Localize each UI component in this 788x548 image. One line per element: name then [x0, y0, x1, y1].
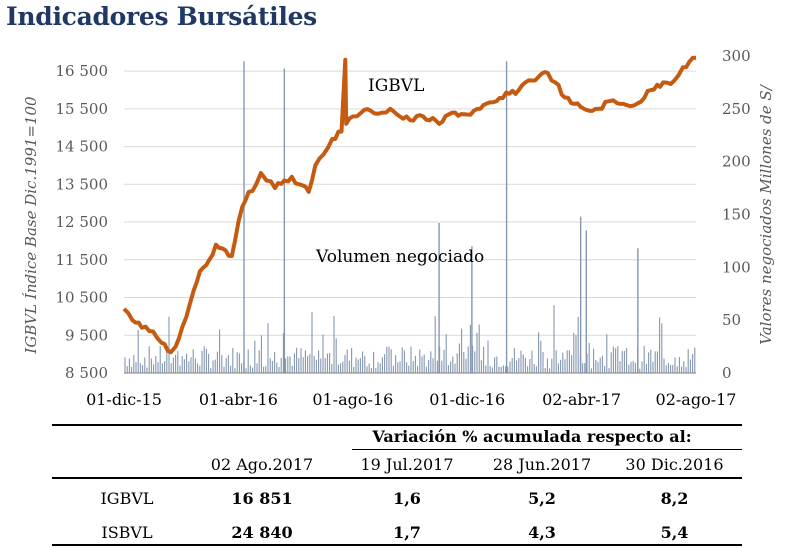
cell: 5,2: [528, 489, 556, 508]
y-tick-label: 13 500: [56, 175, 109, 193]
col-header-1: 19 Jul.2017: [360, 455, 454, 474]
annotation-volume: Volumen negociado: [315, 247, 484, 267]
cell: 8,2: [660, 489, 689, 508]
y-axis-label: IGBVL Índice Base Dic.1991=100: [22, 96, 40, 355]
y2-tick-label: 50: [722, 311, 741, 329]
row-label-isbvl: ISBVL: [101, 523, 153, 542]
y2-axis-ticks: 0 50 100 150 200 250 300: [722, 47, 751, 382]
x-tick-label: 02-abr-17: [542, 390, 621, 409]
col-header-3: 30 Dic.2016: [625, 455, 724, 474]
x-tick-label: 01-dic-15: [86, 390, 162, 409]
y2-tick-label: 100: [722, 258, 751, 276]
chart-area: 8 500 9 500 10 500 11 500 12 500 13 500 14 500…: [22, 47, 775, 409]
table-span-header: Variación % acumulada respecto al:: [372, 427, 692, 446]
row-label-igbvl: IGBVL: [100, 489, 154, 508]
x-tick-label: 01-abr-16: [199, 390, 278, 409]
chart-title: Indicadores Bursátiles: [6, 2, 317, 31]
gridlines: [124, 70, 696, 374]
y2-tick-label: 300: [722, 47, 751, 65]
x-tick-label: 01-dic-16: [429, 390, 505, 409]
y-tick-label: 12 500: [56, 213, 109, 231]
cell: 5,4: [660, 523, 689, 542]
cell: 24 840: [231, 523, 293, 542]
y-axis-ticks: 8 500 9 500 10 500 11 500 12 500 13 500 14 500…: [56, 62, 109, 382]
cell: 1,7: [393, 523, 421, 542]
y2-axis-label: Valores negociados Millones de S/: [757, 83, 775, 344]
cell: 1,6: [393, 489, 421, 508]
volume-bars: [124, 61, 696, 373]
y2-tick-label: 150: [722, 206, 751, 224]
y-tick-label: 11 500: [56, 251, 109, 269]
table-top-rule: [52, 424, 742, 426]
table-bottom-rule: [52, 544, 742, 546]
igbvl-line: [122, 55, 697, 355]
y2-tick-label: 250: [722, 100, 751, 118]
y-tick-label: 8 500: [65, 364, 108, 382]
y2-tick-label: 0: [722, 364, 732, 382]
y-tick-label: 9 500: [65, 326, 108, 344]
x-axis-ticks: 01-dic-15 01-abr-16 01-ago-16 01-dic-16 02-a…: [86, 390, 736, 409]
x-tick-label: 02-ago-17: [656, 390, 737, 409]
y-tick-label: 16 500: [56, 62, 109, 80]
cell: 4,3: [528, 523, 556, 542]
x-tick-label: 01-ago-16: [312, 390, 393, 409]
y-tick-label: 15 500: [56, 100, 109, 118]
y-tick-label: 10 500: [56, 289, 109, 307]
y2-tick-label: 200: [722, 153, 751, 171]
cell: 16 851: [231, 489, 293, 508]
y-tick-label: 14 500: [56, 138, 109, 156]
col-header-0: 02 Ago.2017: [210, 455, 314, 474]
table-span-rule: [352, 449, 742, 450]
annotation-igbvl: IGBVL: [368, 76, 424, 96]
table-mid-rule: [52, 477, 742, 479]
col-header-2: 28 Jun.2017: [492, 455, 592, 474]
